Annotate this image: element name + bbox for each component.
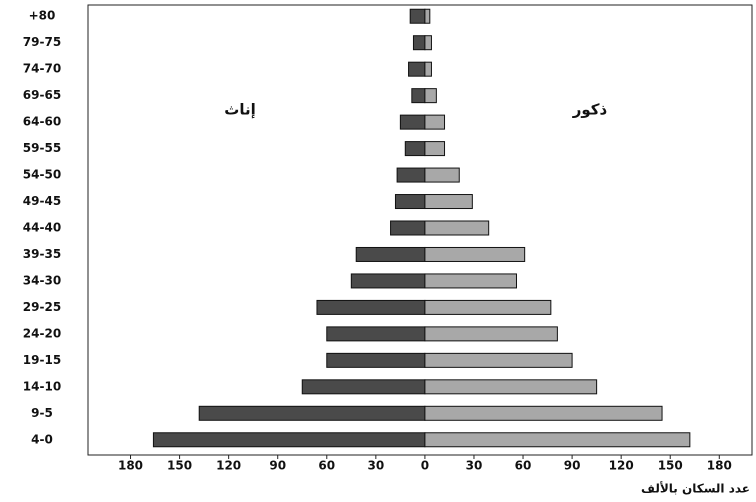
y-tick-label: 69-65 [23,88,61,102]
bar [424,273,517,289]
x-tick-label: 90 [269,459,286,473]
x-tick-label: 30 [367,459,384,473]
left-series-label: إناث [224,101,255,119]
y-tick-label: 79-75 [23,35,61,49]
bar [424,299,552,315]
y-tick-label: 39-35 [23,247,61,261]
bar [399,114,426,130]
x-tick-label: 180 [118,459,143,473]
x-tick-label: 30 [466,459,483,473]
y-tick-label: 14-10 [23,379,61,393]
bar [424,220,490,236]
bar [412,35,426,51]
bar [424,35,432,51]
x-axis-label: عدد السكان بالألف [641,481,750,496]
y-tick-label: 4-0 [31,432,53,446]
bar [424,8,431,24]
y-tick-label: 49-45 [23,194,61,208]
bar [409,8,426,24]
y-tick-label: +80 [29,9,56,23]
x-tick-label: 90 [564,459,581,473]
y-tick-label: 19-15 [23,353,61,367]
x-tick-label: 60 [515,459,532,473]
y-tick-label: 24-20 [23,326,61,340]
x-tick-label: 120 [609,459,634,473]
y-tick-label: 54-50 [23,168,61,182]
x-tick-label: 120 [216,459,241,473]
bar [424,326,558,342]
bar [396,167,426,183]
bar [424,194,473,210]
y-tick-label: 29-25 [23,300,61,314]
bar [350,273,426,289]
bar [316,299,426,315]
bar [301,379,426,395]
bar [394,194,426,210]
bar [326,326,426,342]
bar [404,141,426,157]
plot-frame [87,4,753,456]
bar [408,61,426,77]
y-tick-label: 64-60 [23,115,61,129]
bar [424,114,446,130]
y-tick-label: 44-40 [23,221,61,235]
bar [424,432,691,448]
y-tick-label: 9-5 [31,406,53,420]
bar [355,246,426,262]
right-series-label: ذكور [572,101,608,119]
x-tick-label: 60 [318,459,335,473]
bar [424,167,460,183]
bar [152,432,426,448]
y-tick-label: 34-30 [23,273,61,287]
bar [198,405,426,421]
y-tick-label: 59-55 [23,141,61,155]
bar [411,88,426,104]
bar [424,352,573,368]
x-tick-label: 0 [421,459,429,473]
bar [424,405,663,421]
bar [424,379,598,395]
bar [326,352,426,368]
bar [424,61,432,77]
bar [390,220,426,236]
bar [424,141,446,157]
x-tick-label: 150 [167,459,192,473]
y-tick-label: 74-70 [23,62,61,76]
x-tick-label: 180 [707,459,732,473]
bar [424,246,526,262]
x-tick-label: 150 [658,459,683,473]
bar [424,88,437,104]
